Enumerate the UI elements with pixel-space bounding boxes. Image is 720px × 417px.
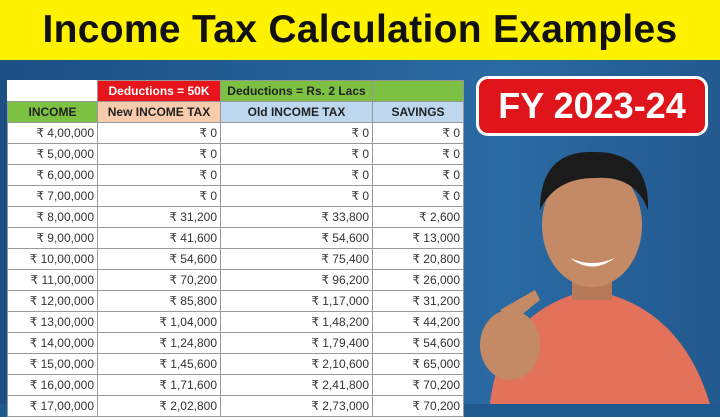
header-row: INCOME New INCOME TAX Old INCOME TAX SAV…: [7, 101, 464, 123]
deductions-new: Deductions = 50K: [97, 80, 221, 102]
old-tax-cell: ₹ 1,79,400: [220, 332, 373, 354]
savings-cell: ₹ 2,600: [372, 206, 464, 228]
blank-cell: [372, 80, 464, 102]
old-tax-cell: ₹ 2,73,000: [220, 395, 373, 417]
deductions-row: Deductions = 50K Deductions = Rs. 2 Lacs: [7, 80, 464, 102]
table-row: ₹ 6,00,000 ₹ 0 ₹ 0 ₹ 0: [7, 164, 464, 186]
table-row: ₹ 10,00,000 ₹ 54,600 ₹ 75,400 ₹ 20,800: [7, 248, 464, 270]
table-row: ₹ 7,00,000 ₹ 0 ₹ 0 ₹ 0: [7, 185, 464, 207]
savings-cell: ₹ 65,000: [372, 353, 464, 375]
savings-cell: ₹ 0: [372, 164, 464, 186]
old-tax-cell: ₹ 0: [220, 122, 373, 144]
table-row: ₹ 16,00,000 ₹ 1,71,600 ₹ 2,41,800 ₹ 70,200: [7, 374, 464, 396]
new-tax-cell: ₹ 85,800: [97, 290, 221, 312]
presenter-photo: [480, 151, 710, 404]
old-tax-cell: ₹ 0: [220, 185, 373, 207]
table-row: ₹ 12,00,000 ₹ 85,800 ₹ 1,17,000 ₹ 31,200: [7, 290, 464, 312]
table-row: ₹ 14,00,000 ₹ 1,24,800 ₹ 1,79,400 ₹ 54,600: [7, 332, 464, 354]
header-new-tax: New INCOME TAX: [97, 101, 221, 123]
savings-cell: ₹ 31,200: [372, 290, 464, 312]
savings-cell: ₹ 70,200: [372, 374, 464, 396]
blank-cell: [7, 80, 98, 102]
new-tax-cell: ₹ 0: [97, 143, 221, 165]
old-tax-cell: ₹ 96,200: [220, 269, 373, 291]
savings-cell: ₹ 26,000: [372, 269, 464, 291]
table-row: ₹ 11,00,000 ₹ 70,200 ₹ 96,200 ₹ 26,000: [7, 269, 464, 291]
income-cell: ₹ 4,00,000: [7, 122, 98, 144]
table-row: ₹ 15,00,000 ₹ 1,45,600 ₹ 2,10,600 ₹ 65,000: [7, 353, 464, 375]
tax-table: Deductions = 50K Deductions = Rs. 2 Lacs…: [7, 80, 464, 417]
table-row: ₹ 9,00,000 ₹ 41,600 ₹ 54,600 ₹ 13,000: [7, 227, 464, 249]
income-cell: ₹ 11,00,000: [7, 269, 98, 291]
table-row: ₹ 17,00,000 ₹ 2,02,800 ₹ 2,73,000 ₹ 70,200: [7, 395, 464, 417]
old-tax-cell: ₹ 2,41,800: [220, 374, 373, 396]
new-tax-cell: ₹ 0: [97, 185, 221, 207]
savings-cell: ₹ 0: [372, 122, 464, 144]
header-old-tax: Old INCOME TAX: [220, 101, 373, 123]
new-tax-cell: ₹ 1,45,600: [97, 353, 221, 375]
table-row: ₹ 13,00,000 ₹ 1,04,000 ₹ 1,48,200 ₹ 44,200: [7, 311, 464, 333]
savings-cell: ₹ 13,000: [372, 227, 464, 249]
savings-cell: ₹ 0: [372, 185, 464, 207]
old-tax-cell: ₹ 54,600: [220, 227, 373, 249]
income-cell: ₹ 14,00,000: [7, 332, 98, 354]
savings-cell: ₹ 20,800: [372, 248, 464, 270]
income-cell: ₹ 15,00,000: [7, 353, 98, 375]
table-row: ₹ 4,00,000 ₹ 0 ₹ 0 ₹ 0: [7, 122, 464, 144]
old-tax-cell: ₹ 0: [220, 143, 373, 165]
income-cell: ₹ 16,00,000: [7, 374, 98, 396]
income-cell: ₹ 8,00,000: [7, 206, 98, 228]
new-tax-cell: ₹ 41,600: [97, 227, 221, 249]
header-savings: SAVINGS: [372, 101, 464, 123]
table-row: ₹ 5,00,000 ₹ 0 ₹ 0 ₹ 0: [7, 143, 464, 165]
new-tax-cell: ₹ 31,200: [97, 206, 221, 228]
income-cell: ₹ 10,00,000: [7, 248, 98, 270]
income-cell: ₹ 7,00,000: [7, 185, 98, 207]
new-tax-cell: ₹ 1,71,600: [97, 374, 221, 396]
title-banner: Income Tax Calculation Examples: [0, 0, 720, 60]
old-tax-cell: ₹ 2,10,600: [220, 353, 373, 375]
savings-cell: ₹ 54,600: [372, 332, 464, 354]
income-cell: ₹ 12,00,000: [7, 290, 98, 312]
deductions-old: Deductions = Rs. 2 Lacs: [220, 80, 373, 102]
savings-cell: ₹ 0: [372, 143, 464, 165]
income-cell: ₹ 6,00,000: [7, 164, 98, 186]
income-cell: ₹ 5,00,000: [7, 143, 98, 165]
old-tax-cell: ₹ 0: [220, 164, 373, 186]
income-cell: ₹ 13,00,000: [7, 311, 98, 333]
new-tax-cell: ₹ 1,24,800: [97, 332, 221, 354]
table-row: ₹ 8,00,000 ₹ 31,200 ₹ 33,800 ₹ 2,600: [7, 206, 464, 228]
page-title: Income Tax Calculation Examples: [42, 8, 678, 51]
new-tax-cell: ₹ 0: [97, 122, 221, 144]
new-tax-cell: ₹ 0: [97, 164, 221, 186]
old-tax-cell: ₹ 1,48,200: [220, 311, 373, 333]
new-tax-cell: ₹ 1,04,000: [97, 311, 221, 333]
old-tax-cell: ₹ 75,400: [220, 248, 373, 270]
new-tax-cell: ₹ 2,02,800: [97, 395, 221, 417]
savings-cell: ₹ 70,200: [372, 395, 464, 417]
new-tax-cell: ₹ 70,200: [97, 269, 221, 291]
savings-cell: ₹ 44,200: [372, 311, 464, 333]
old-tax-cell: ₹ 1,17,000: [220, 290, 373, 312]
header-income: INCOME: [7, 101, 98, 123]
fy-badge: FY 2023-24: [476, 76, 708, 136]
old-tax-cell: ₹ 33,800: [220, 206, 373, 228]
income-cell: ₹ 9,00,000: [7, 227, 98, 249]
income-cell: ₹ 17,00,000: [7, 395, 98, 417]
new-tax-cell: ₹ 54,600: [97, 248, 221, 270]
